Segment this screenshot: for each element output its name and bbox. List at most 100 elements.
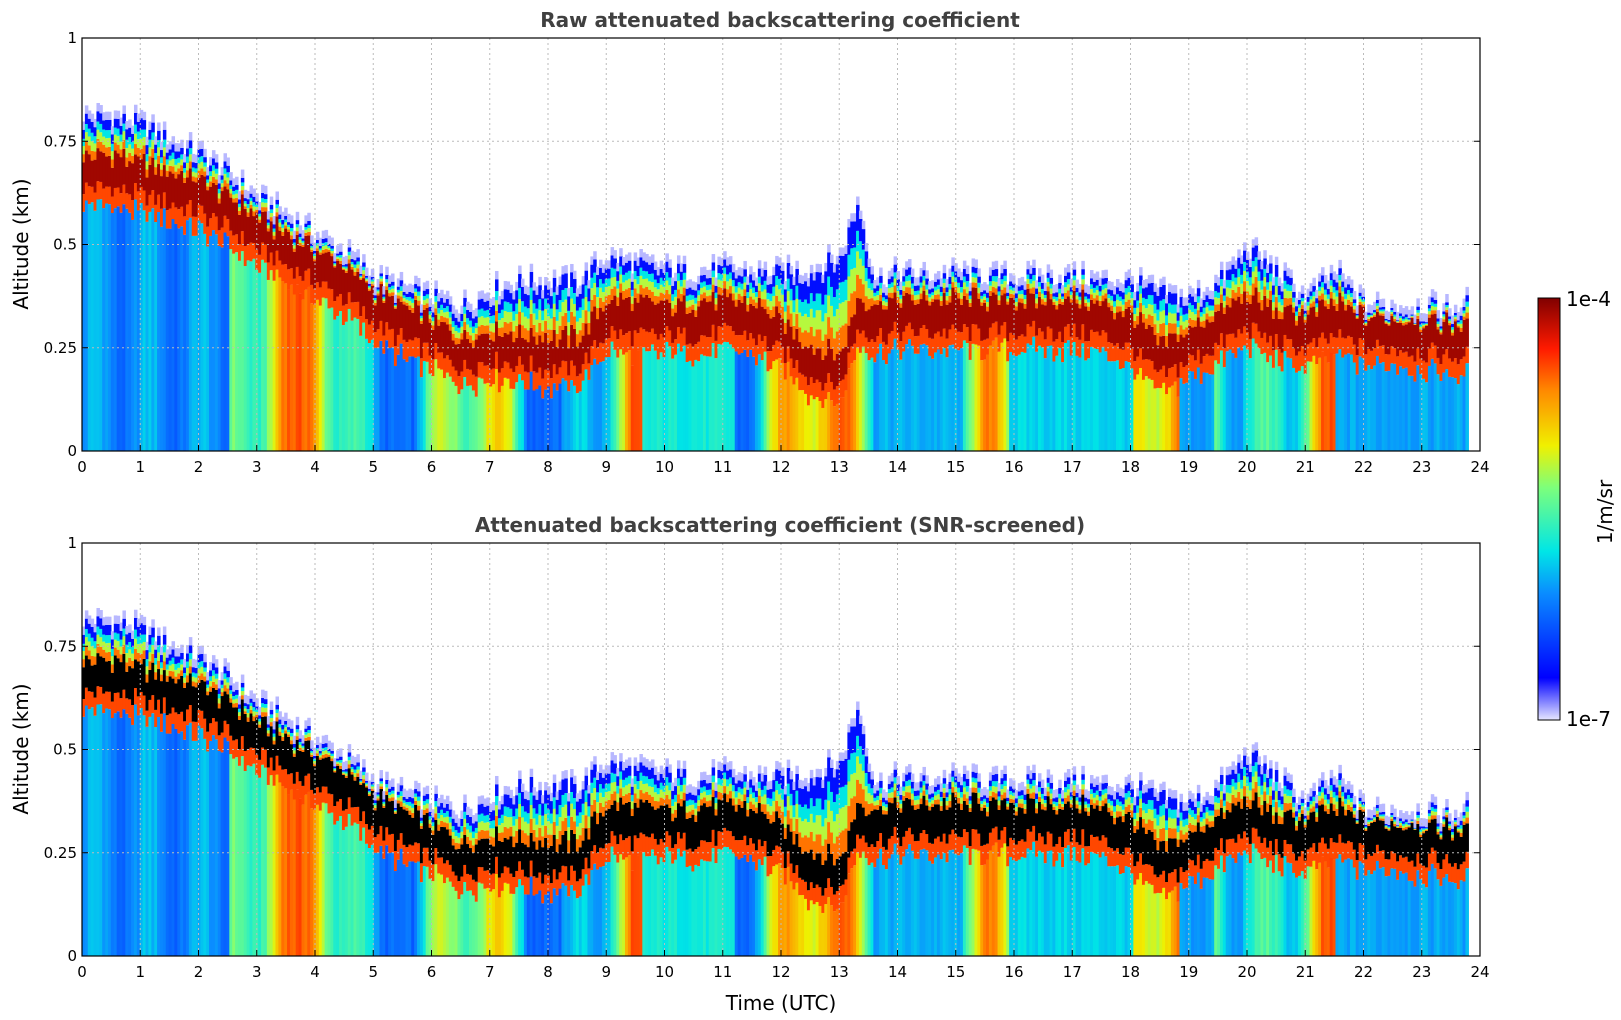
- heatmap-cell: [460, 831, 464, 839]
- heatmap-cell: [948, 283, 952, 290]
- heatmap-cell: [752, 272, 756, 281]
- heatmap-cell: [1110, 305, 1114, 311]
- heatmap-cell: [157, 652, 161, 661]
- heatmap-cell: [697, 306, 701, 342]
- heatmap-cell: [596, 347, 600, 365]
- heatmap-cell: [503, 280, 508, 290]
- heatmap-cell: [1101, 284, 1106, 290]
- heatmap-cell: [154, 153, 158, 160]
- heatmap-cell: [1338, 286, 1342, 293]
- heatmap-cell: [226, 682, 230, 689]
- heatmap-cell: [154, 641, 158, 650]
- heatmap-cell: [105, 138, 109, 148]
- heatmap-cell: [902, 351, 906, 451]
- heatmap-cell: [292, 747, 297, 751]
- heatmap-cell: [292, 750, 297, 754]
- heatmap-cell: [376, 279, 381, 288]
- heatmap-cell: [119, 630, 124, 640]
- heatmap-cell: [495, 300, 499, 311]
- heatmap-cell: [1442, 316, 1446, 320]
- heatmap-cell: [1084, 341, 1088, 361]
- heatmap-cell: [518, 287, 522, 300]
- heatmap-cell: [249, 185, 254, 194]
- heatmap-cell: [142, 129, 147, 138]
- heatmap-cell: [298, 742, 303, 745]
- heatmap-cell: [639, 346, 643, 451]
- heatmap-cell: [671, 316, 675, 343]
- heatmap-cell: [318, 742, 323, 752]
- heatmap-cell: [367, 275, 372, 284]
- heatmap-cell: [183, 216, 187, 235]
- heatmap-cell: [1237, 257, 1241, 269]
- heatmap-cell: [1202, 313, 1207, 321]
- heatmap-cell: [1179, 378, 1184, 451]
- heatmap-cell: [252, 188, 256, 197]
- heatmap-cell: [497, 296, 502, 305]
- heatmap-cell: [206, 246, 210, 451]
- heatmap-cell: [1329, 291, 1334, 299]
- heatmap-cell: [1266, 306, 1270, 343]
- heatmap-cell: [668, 285, 672, 295]
- heatmap-cell: [1416, 365, 1420, 451]
- heatmap-cell: [370, 788, 375, 791]
- heatmap-cell: [287, 222, 291, 225]
- heatmap-cell: [1254, 257, 1259, 267]
- heatmap-cell: [235, 234, 239, 253]
- heatmap-cell: [1179, 325, 1184, 335]
- heatmap-cell: [856, 204, 860, 231]
- heatmap-cell: [1185, 334, 1189, 366]
- heatmap-cell: [708, 356, 713, 451]
- heatmap-cell: [720, 274, 724, 281]
- heatmap-cell: [333, 301, 337, 320]
- heatmap-cell: [102, 693, 106, 714]
- heatmap-cell: [830, 327, 834, 349]
- heatmap-cell: [1448, 318, 1452, 321]
- heatmap-cell: [365, 277, 369, 280]
- heatmap-cell: [125, 662, 129, 672]
- heatmap-cell: [96, 181, 100, 200]
- heatmap-cell: [740, 276, 745, 284]
- heatmap-cell: [362, 322, 366, 451]
- heatmap-cell: [1335, 337, 1339, 354]
- heatmap-cell: [902, 281, 906, 286]
- heatmap-cell: [1104, 277, 1108, 284]
- heatmap-cell: [1095, 285, 1100, 291]
- heatmap-cell: [668, 346, 672, 451]
- heatmap-cell: [1410, 317, 1415, 319]
- heatmap-cell: [237, 211, 242, 215]
- heatmap-cell: [1399, 313, 1403, 317]
- heatmap-cell: [148, 121, 152, 130]
- heatmap-cell: [1312, 277, 1316, 287]
- heatmap-cell: [191, 672, 196, 677]
- x-tick-label: 22: [1354, 458, 1373, 476]
- heatmap-cell: [457, 332, 461, 339]
- heatmap-cell: [402, 283, 407, 292]
- heatmap-cell: [541, 331, 545, 343]
- heatmap-cell: [347, 308, 352, 451]
- heatmap-cell: [237, 716, 242, 720]
- heatmap-cell: [148, 194, 152, 212]
- heatmap-cell: [367, 287, 372, 290]
- heatmap-cell: [471, 318, 476, 327]
- heatmap-cell: [96, 111, 100, 122]
- heatmap-cell: [347, 744, 352, 753]
- heatmap-cell: [835, 255, 840, 265]
- heatmap-cell: [209, 723, 213, 741]
- heatmap-cell: [382, 858, 386, 956]
- heatmap-cell: [249, 208, 254, 243]
- heatmap-cell: [931, 292, 935, 296]
- heatmap-cell: [128, 144, 132, 153]
- heatmap-cell: [460, 389, 464, 451]
- heatmap-cell: [113, 208, 118, 451]
- heatmap-cell: [1332, 354, 1337, 451]
- heatmap-cell: [1269, 273, 1273, 282]
- heatmap-cell: [1191, 371, 1195, 451]
- heatmap-cell: [1055, 297, 1059, 301]
- heatmap-cell: [1081, 324, 1085, 344]
- heatmap-cell: [1217, 304, 1221, 311]
- heatmap-cell: [298, 276, 303, 294]
- heatmap-cell: [327, 740, 331, 749]
- heatmap-cell: [391, 778, 395, 787]
- heatmap-cell: [1456, 327, 1461, 365]
- heatmap-cell: [538, 310, 542, 323]
